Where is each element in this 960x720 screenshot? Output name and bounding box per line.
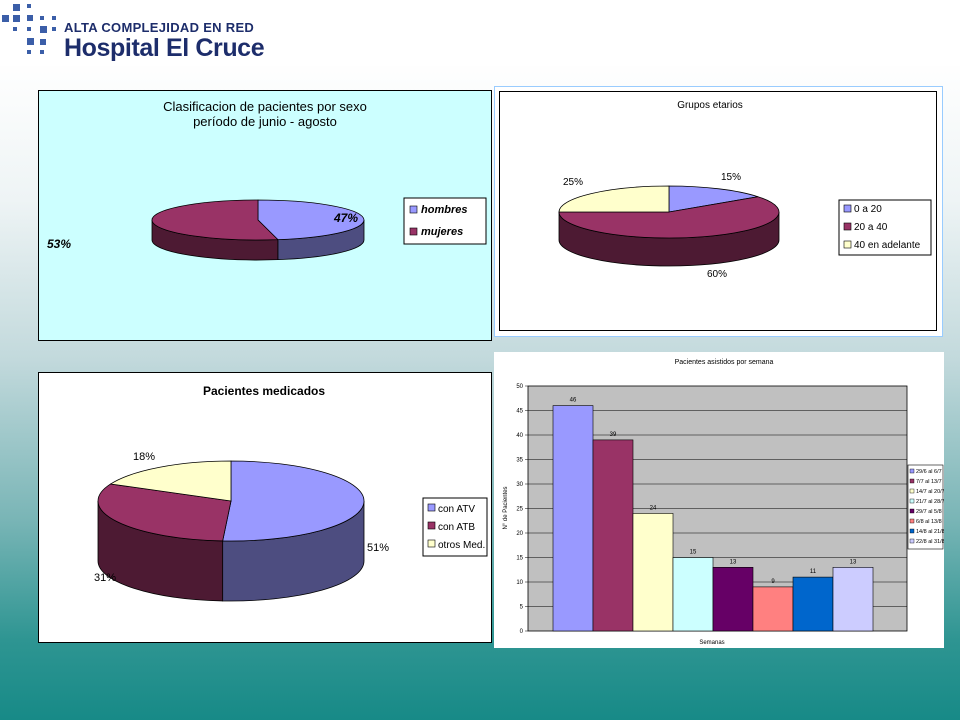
pie-data-label: 18% <box>133 451 155 463</box>
pie-slice <box>257 199 365 241</box>
chart-medicated-panel: Pacientes medicados 51% 31% 18% con ATV co… <box>38 372 492 643</box>
pie-slice <box>668 185 759 213</box>
y-tick-label: 45 <box>516 409 523 415</box>
y-tick-label: 35 <box>516 458 523 464</box>
legend-item: 29/6 al 6/7 <box>916 469 942 475</box>
bar <box>592 439 634 632</box>
legend-item: hombres <box>421 204 467 216</box>
pie-data-label: 53% <box>47 237 71 251</box>
y-axis-label: N° de Pacientes <box>503 486 509 529</box>
y-tick-label: 30 <box>516 482 523 488</box>
y-tick-label: 25 <box>516 507 523 513</box>
chart-title: Pacientes asistidos por semana <box>675 359 774 366</box>
bar <box>832 567 874 632</box>
legend-swatch <box>909 518 915 524</box>
chart-title: Grupos etarios <box>677 100 743 111</box>
pie-slice <box>222 460 365 542</box>
pie-data-label: 15% <box>721 172 741 183</box>
bar-chart: 0 5 10 15 20 25 30 35 40 45 50 46 39 24 15 13 9 11 13 <box>516 384 908 635</box>
bar-value-label: 9 <box>771 579 775 585</box>
logo-hospital-name: Hospital El Cruce <box>64 34 265 62</box>
legend-swatch <box>909 468 915 474</box>
bar-value-label: 15 <box>690 550 697 556</box>
legend-swatch <box>909 478 915 484</box>
legend-item: 14/7 al 20/7 <box>916 489 944 495</box>
legend-item: 20 a 40 <box>854 222 888 233</box>
legend-item: 0 a 20 <box>854 204 882 215</box>
pie-data-label: 51% <box>367 542 389 554</box>
bar-value-label: 46 <box>570 398 577 404</box>
legend-item: 14/8 al 21/8 <box>916 529 944 535</box>
legend-item: 22/8 al 31/8 <box>916 539 944 545</box>
legend-item: con ATB <box>438 522 475 533</box>
legend-age: 0 a 20 20 a 40 40 en adelante <box>838 199 932 256</box>
bar <box>552 405 594 632</box>
chart-title: Pacientes medicados <box>203 384 325 398</box>
bar-value-label: 39 <box>610 432 617 438</box>
legend-swatch <box>909 498 915 504</box>
bar <box>712 567 754 632</box>
legend-sex: hombres mujeres <box>403 197 487 245</box>
legend-item: 6/8 al 13/8 <box>916 519 942 525</box>
bar <box>632 513 674 632</box>
bar-value-label: 13 <box>730 559 737 565</box>
legend-box <box>907 464 944 550</box>
pie-data-label: 47% <box>333 211 358 225</box>
pie-slice <box>151 199 279 241</box>
bar <box>672 557 714 632</box>
y-tick-label: 0 <box>520 629 524 635</box>
pie-medicated: 51% 31% 18% <box>94 451 389 602</box>
chart-title-line2: período de junio - agosto <box>193 114 337 129</box>
legend-swatch <box>909 508 915 514</box>
y-tick-label: 50 <box>516 384 523 390</box>
legend-weekly: 29/6 al 6/7 7/7 al 13/7 14/7 al 20/7 21/7 a… <box>907 464 944 550</box>
bar <box>752 586 794 632</box>
y-tick-label: 10 <box>516 580 523 586</box>
x-axis-label: Semanas <box>699 640 724 646</box>
bar-value-label: 13 <box>850 559 857 565</box>
legend-item: 40 en adelante <box>854 240 921 251</box>
header: ALTA COMPLEJIDAD EN RED Hospital El Cruc… <box>0 0 960 66</box>
legend-swatch <box>909 528 915 534</box>
y-tick-label: 5 <box>520 605 524 611</box>
legend-item: 29/7 al 5/8 <box>916 509 942 515</box>
legend-item: con ATV <box>438 504 475 515</box>
y-tick-label: 40 <box>516 433 523 439</box>
chart-weekly-panel: Pacientes asistidos por semana 0 5 10 15 20 2… <box>494 352 944 648</box>
pie-slice <box>558 196 780 239</box>
y-tick-label: 15 <box>516 556 523 562</box>
legend-item: 21/7 al 28/7 <box>916 499 944 505</box>
y-tick-label: 20 <box>516 531 523 537</box>
legend-item: mujeres <box>421 226 463 238</box>
chart-age-panel: Grupos etarios 15% 60% 25% 0 a 20 20 a 40 … <box>494 86 943 337</box>
bar-value-label: 11 <box>810 569 817 575</box>
pie-data-label: 31% <box>94 572 116 584</box>
pie-slice <box>109 460 232 502</box>
pie-sex: 47% 53% <box>47 199 365 261</box>
chart-sex-panel: Clasificacion de pacientes por sexo perí… <box>38 90 492 341</box>
legend-item: otros Med. <box>438 540 485 551</box>
pie-data-label: 25% <box>563 177 583 188</box>
bar <box>792 576 834 632</box>
bar-value-label: 24 <box>650 505 657 511</box>
legend-swatch <box>909 538 915 544</box>
pie-data-label: 60% <box>707 269 727 280</box>
chart-title-line1: Clasificacion de pacientes por sexo <box>163 99 367 114</box>
legend-swatch <box>909 488 915 494</box>
pie-age: 15% 60% 25% <box>558 172 780 280</box>
pie-slice <box>558 185 670 213</box>
legend-medicated: con ATV con ATB otros Med. <box>422 497 488 557</box>
pie-slice <box>97 483 232 542</box>
logo-tagline: ALTA COMPLEJIDAD EN RED <box>64 20 255 35</box>
hospital-logo-icon <box>2 4 56 54</box>
legend-item: 7/7 al 13/7 <box>916 479 942 485</box>
